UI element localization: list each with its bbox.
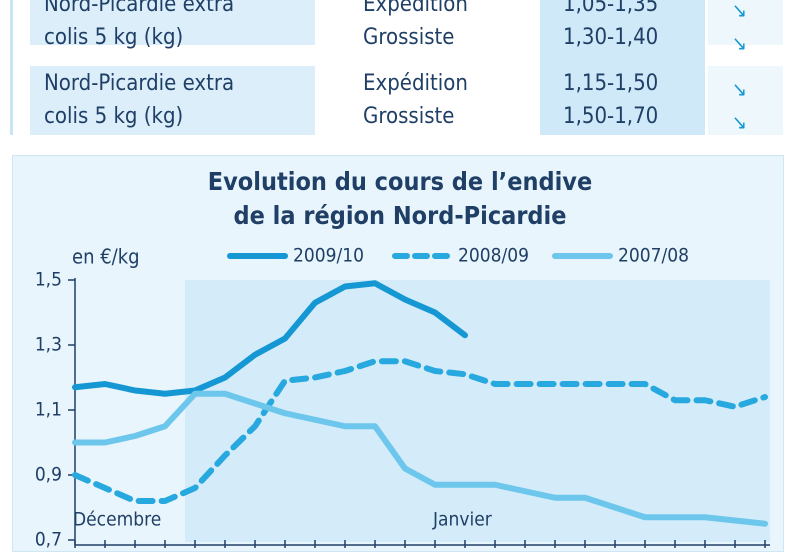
table-cell: 1,30-1,40 (563, 25, 659, 50)
table-cell: 1,15-1,50 (563, 71, 659, 96)
table-cell: 1,05-1,35 (563, 0, 659, 17)
y-tick-label: 1,1 (35, 399, 62, 421)
table-cell: Expédition (363, 71, 468, 96)
legend-label: 2009/10 (293, 245, 364, 267)
y-tick-label: 0,9 (35, 464, 62, 486)
y-tick-label: 1,5 (35, 269, 62, 291)
table-left-border (10, 0, 13, 135)
series-line (72, 390, 768, 527)
trend-arrow: ↘ (732, 0, 748, 22)
table-cell: colis 5 kg (kg) (44, 104, 184, 129)
legend-label: 2008/09 (458, 245, 529, 267)
product-cell (30, 0, 315, 45)
table-cell: Nord-Picardie extra (44, 71, 235, 96)
trend-arrow: ↘ (732, 31, 748, 55)
y-axis-label: en €/kg (72, 245, 140, 269)
series-line (72, 280, 468, 397)
y-tick-label: 1,3 (35, 334, 62, 356)
series-line (72, 358, 768, 504)
legend-label: 2007/08 (618, 245, 689, 267)
chart-title: de la région Nord-Picardie (234, 201, 567, 230)
product-cell (30, 66, 315, 135)
price-column (540, 0, 705, 135)
arrow-cell (708, 0, 783, 45)
trend-arrow: ↘ (732, 110, 748, 134)
y-tick-label: 0,7 (35, 529, 62, 551)
x-tick-label: Janvier (432, 509, 493, 531)
table-cell: Nord-Picardie extra (44, 0, 235, 17)
table-cell: Grossiste (363, 25, 455, 50)
table-cell: Grossiste (363, 104, 455, 129)
table-cell: 1,50-1,70 (563, 104, 659, 129)
x-tick-label: Décembre (73, 509, 161, 531)
chart-title: Evolution du cours de l’endive (208, 167, 592, 196)
arrow-cell (708, 66, 783, 135)
trend-arrow: ↘ (732, 77, 748, 101)
table-cell: Expédition (363, 0, 468, 17)
table-cell: colis 5 kg (kg) (44, 25, 184, 50)
